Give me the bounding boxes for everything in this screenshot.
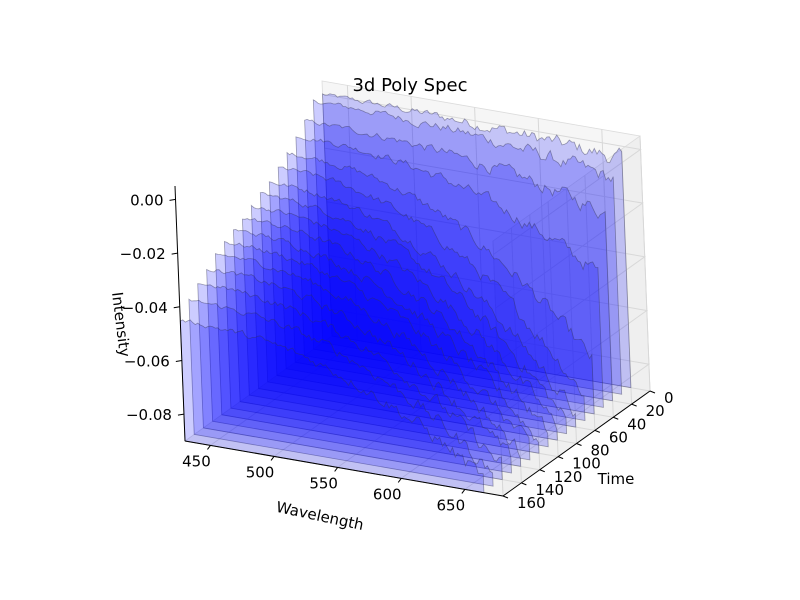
y-tick-mark <box>576 443 582 446</box>
x-tick-label: 450 <box>182 452 211 470</box>
series-polygon <box>250 204 558 441</box>
y-tick-mark <box>502 495 509 499</box>
z-tick-mark <box>171 252 178 255</box>
series-polygon <box>223 240 531 461</box>
z-tick-mark <box>177 413 185 416</box>
x-tick-labels: 450 500 550 600 650 <box>182 452 465 514</box>
series-polygon <box>232 229 540 454</box>
y-tick-label: 160 <box>517 494 546 512</box>
series-layer <box>179 93 632 494</box>
y-tick-mark <box>539 469 545 473</box>
z-gridline <box>328 255 649 416</box>
axes-layer <box>169 185 656 499</box>
y-tick-mark <box>594 429 601 433</box>
y-tick-label: 120 <box>554 468 583 486</box>
z-gridline <box>324 147 644 309</box>
y-tick-label: 20 <box>646 402 665 420</box>
series-polygon <box>304 118 613 402</box>
x-tick-mark <box>461 489 466 494</box>
x-axis-title: Wavelength <box>275 498 366 534</box>
series-polygon <box>295 136 604 408</box>
z-axis-line <box>174 185 186 442</box>
series-polygon <box>259 191 568 435</box>
series-polygon <box>179 319 485 494</box>
series-polygon <box>286 151 595 415</box>
series-polygon <box>188 298 494 487</box>
x-tick-mark <box>207 445 211 450</box>
y-tick-mark <box>649 390 656 394</box>
series-polygon <box>277 166 586 421</box>
series-polygon <box>206 268 512 474</box>
z-tick-mark <box>173 306 180 309</box>
series-polygon <box>197 283 503 481</box>
y-tick-label: 100 <box>572 455 601 473</box>
z-tick-label: −0.08 <box>126 406 172 424</box>
x-tick-mark <box>397 478 402 483</box>
z-gridline <box>326 201 646 363</box>
y-tick-mark <box>631 403 637 407</box>
x-tick-label: 500 <box>246 463 275 481</box>
z-tick-label: −0.06 <box>124 352 170 370</box>
series-polygon <box>241 218 549 448</box>
y-tick-label: 80 <box>591 442 610 460</box>
z-tick-label: −0.04 <box>122 299 168 317</box>
z-tick-labels: 0.00 −0.02 −0.04 −0.06 −0.08 <box>120 191 172 424</box>
x-axis-line <box>184 440 504 497</box>
chart-title: 3d Poly Spec <box>352 75 467 96</box>
z-gridline <box>330 308 651 470</box>
x-tick-label: 550 <box>309 474 338 492</box>
y-axis-title: Time <box>597 470 635 488</box>
z-tick-mark <box>169 198 176 201</box>
series-polygon <box>312 99 623 395</box>
y-tick-label: 0 <box>664 389 674 407</box>
z-gridline <box>322 93 642 255</box>
y-tick-mark <box>613 416 619 420</box>
y-tick-label: 40 <box>627 415 646 433</box>
z-tick-label: −0.02 <box>120 245 166 263</box>
x-tick-mark <box>270 456 275 461</box>
y-tick-label: 140 <box>535 481 564 499</box>
x-tick-mark <box>334 467 339 472</box>
z-tick-mark <box>175 359 182 362</box>
series-polygon <box>268 181 577 428</box>
x-tick-label: 650 <box>437 496 466 514</box>
series-polygon <box>322 93 632 389</box>
z-tick-label: 0.00 <box>130 191 163 209</box>
x-tick-label: 600 <box>373 485 402 503</box>
y-tick-mark <box>521 482 527 486</box>
y-tick-mark <box>557 456 564 460</box>
y-tick-label: 60 <box>609 428 628 446</box>
series-polygon <box>214 253 522 467</box>
